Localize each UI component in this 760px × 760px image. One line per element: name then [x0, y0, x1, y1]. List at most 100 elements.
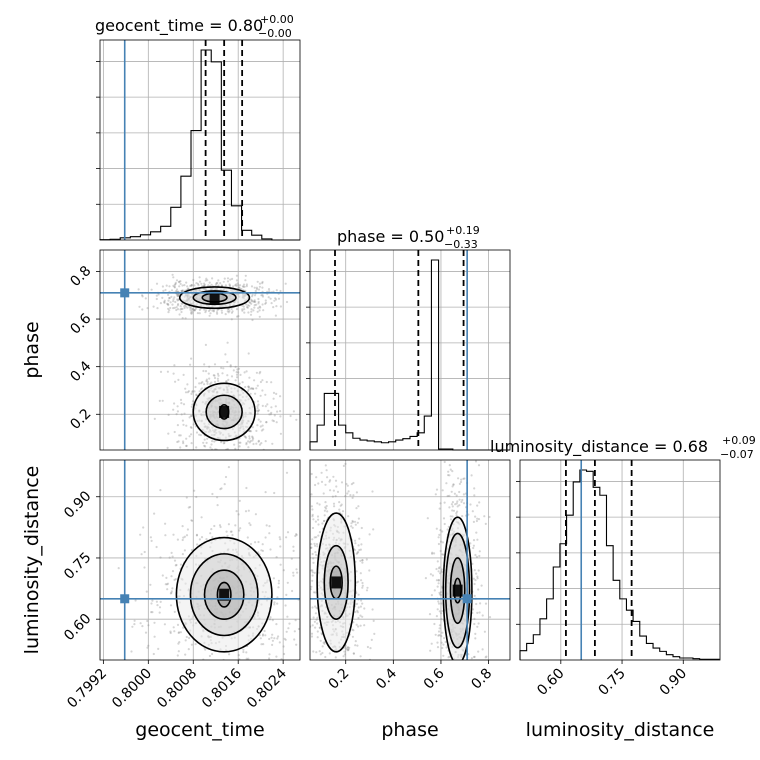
- sample-point: [475, 519, 478, 523]
- sample-point: [353, 548, 356, 552]
- sample-point: [249, 301, 252, 304]
- sample-point: [252, 309, 255, 312]
- sample-point: [195, 431, 199, 434]
- sample-point: [439, 591, 443, 594]
- sample-point: [294, 619, 297, 622]
- sample-point: [199, 388, 203, 391]
- x-ticks-luminosity-distance: 0.60 0.75 0.90: [534, 660, 690, 699]
- sample-point: [248, 430, 251, 433]
- sample-point: [441, 571, 444, 574]
- sample-point: [369, 647, 372, 650]
- density-peak: [219, 588, 230, 601]
- sample-point: [207, 284, 210, 287]
- sample-point: [356, 602, 359, 606]
- sample-point: [161, 399, 164, 402]
- sample-point: [173, 610, 176, 614]
- sample-point: [234, 284, 237, 287]
- sample-point: [372, 619, 375, 623]
- sample-point: [429, 649, 432, 652]
- sample-point: [216, 496, 219, 499]
- histogram-geocent-time: [96, 49, 300, 241]
- sample-point: [312, 557, 315, 560]
- sample-point: [471, 510, 474, 513]
- sample-point: [480, 584, 483, 587]
- sample-point: [439, 502, 442, 505]
- sample-point: [235, 373, 239, 376]
- sample-point: [257, 297, 260, 301]
- sample-point: [255, 429, 258, 432]
- sample-point: [191, 311, 194, 314]
- sample-point: [333, 505, 336, 508]
- sample-point: [272, 577, 275, 580]
- sample-point: [264, 634, 267, 637]
- sample-point: [155, 294, 158, 297]
- sample-point: [312, 616, 315, 619]
- sample-point: [229, 364, 232, 367]
- sample-point: [261, 549, 264, 553]
- sample-point: [237, 513, 240, 516]
- sample-point: [204, 648, 207, 651]
- sample-point: [186, 383, 189, 386]
- sample-point: [485, 655, 488, 658]
- sample-point: [271, 419, 274, 422]
- sample-point: [311, 538, 314, 541]
- sample-point: [196, 282, 200, 285]
- sample-point: [166, 588, 169, 591]
- sample-point: [173, 283, 176, 286]
- sample-point: [439, 529, 442, 532]
- sample-point: [315, 543, 319, 546]
- sample-point: [279, 415, 282, 418]
- sample-point: [252, 437, 255, 440]
- sample-point: [153, 635, 156, 638]
- sample-point: [232, 285, 235, 288]
- sample-point: [316, 515, 320, 518]
- sample-point: [260, 549, 263, 552]
- sample-point: [440, 570, 443, 573]
- x-tick-label: 0.8: [468, 666, 495, 693]
- sample-point: [264, 491, 267, 494]
- sample-point: [239, 373, 242, 376]
- sample-point: [190, 433, 193, 436]
- x-tick-label: 0.60: [534, 666, 567, 699]
- sample-point: [472, 577, 475, 580]
- sample-point: [351, 526, 354, 529]
- sample-point: [245, 441, 248, 445]
- sample-point: [462, 493, 465, 496]
- sample-point: [334, 495, 337, 498]
- sample-point: [244, 435, 247, 438]
- sample-point: [438, 634, 441, 637]
- sample-point: [258, 285, 261, 288]
- sample-point: [276, 410, 279, 413]
- histogram-step-phase: [309, 259, 510, 451]
- sample-point: [312, 518, 315, 521]
- sample-point: [272, 306, 275, 309]
- sample-point: [258, 315, 261, 318]
- sample-point: [226, 277, 230, 280]
- sample-point: [188, 306, 191, 309]
- sample-point: [361, 615, 364, 618]
- sample-point: [278, 536, 281, 539]
- sample-point: [219, 488, 222, 491]
- density-peak: [452, 584, 463, 597]
- sample-point: [328, 480, 331, 483]
- sample-point: [314, 544, 317, 547]
- sample-point: [476, 625, 479, 628]
- sample-point: [203, 284, 206, 287]
- sample-point: [283, 637, 286, 640]
- sample-point: [442, 553, 445, 556]
- sample-point: [216, 308, 219, 312]
- sample-point: [438, 610, 441, 613]
- sample-point: [352, 652, 355, 655]
- sample-point: [356, 551, 359, 555]
- sample-point: [274, 314, 277, 317]
- sample-point: [271, 619, 274, 622]
- sample-point: [456, 505, 459, 508]
- sample-point: [264, 299, 267, 302]
- sample-point: [249, 523, 252, 527]
- contour-level: [323, 544, 349, 620]
- sample-point: [268, 413, 271, 416]
- sample-point: [188, 416, 191, 419]
- sample-point: [455, 502, 458, 505]
- sample-point: [275, 655, 278, 658]
- sample-point: [268, 290, 271, 293]
